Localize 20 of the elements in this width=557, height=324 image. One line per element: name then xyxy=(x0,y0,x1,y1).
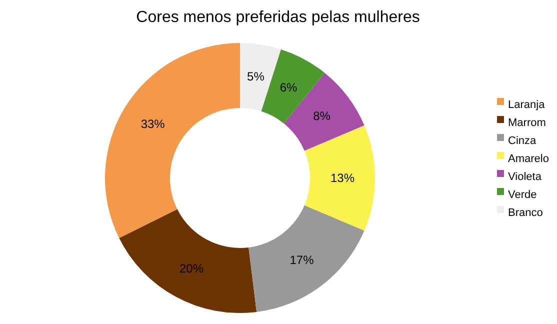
donut-slice xyxy=(240,43,281,112)
donut-slice xyxy=(248,205,364,312)
data-label: 13% xyxy=(330,171,355,185)
chart-title: Cores menos preferidas pelas mulheres xyxy=(136,9,420,26)
legend-label: Violeta xyxy=(508,170,542,183)
donut-slice xyxy=(304,125,375,231)
donut-slice xyxy=(119,209,257,313)
donut-slice xyxy=(105,43,240,238)
legend-label: Cinza xyxy=(508,134,538,147)
legend-label: Marrom xyxy=(508,116,546,129)
legend-label: Verde xyxy=(508,188,537,201)
data-label: 17% xyxy=(290,252,314,267)
data-label: 20% xyxy=(179,261,204,276)
legend-label: Branco xyxy=(508,206,543,219)
data-label: 33% xyxy=(140,117,166,132)
data-label: 8% xyxy=(313,109,331,124)
legend-label: Amarelo xyxy=(508,152,549,165)
data-label: 6% xyxy=(280,80,298,95)
data-label: 5% xyxy=(247,70,265,84)
legend-label: Laranja xyxy=(508,98,546,111)
